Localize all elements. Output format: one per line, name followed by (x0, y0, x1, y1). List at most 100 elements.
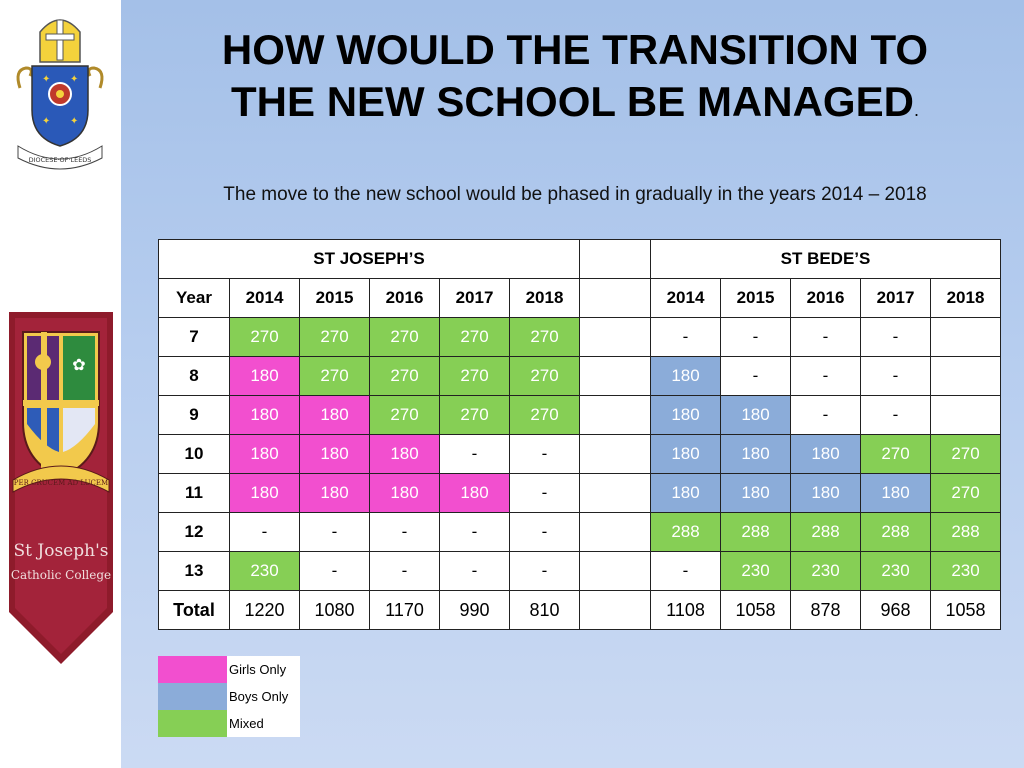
svg-text:✿: ✿ (72, 355, 85, 374)
slide-subtitle: The move to the new school would be phas… (223, 184, 927, 205)
legend-label: Boys Only (227, 683, 300, 710)
st-bedes-total-cell: 1058 (930, 590, 1001, 630)
school-header-st-josephs: ST JOSEPH’S (158, 239, 580, 279)
st-josephs-value-cell: 270 (439, 395, 510, 435)
legend-row: Boys Only (158, 683, 300, 710)
st-bedes-total-cell: 878 (790, 590, 861, 630)
st-josephs-value-cell: 270 (229, 317, 300, 357)
st-josephs-value-cell: 180 (299, 395, 370, 435)
st-bedes-value-cell: 180 (650, 473, 721, 513)
st-bedes-value-cell: 180 (720, 473, 791, 513)
svg-text:✦: ✦ (42, 116, 50, 127)
total-label-cell: Total (158, 590, 230, 630)
st-josephs-college-logo: ✿ PER CRUCEM AD LUCEM St Joseph's Cathol… (9, 312, 113, 664)
year-header-a: 2018 (509, 278, 580, 318)
table-body: 7 270 270 270 270 270- - - -8 180 270 270 270 270 180-… (158, 317, 1001, 630)
st-bedes-value-cell: 270 (860, 434, 931, 474)
table-row: 13 230- - - - -230 230 230 230 (158, 551, 1001, 591)
st-josephs-value-cell: - (509, 512, 580, 552)
st-bedes-value-cell: 180 (650, 395, 721, 435)
school-header-st-bedes: ST BEDE’S (650, 239, 1001, 279)
title-line-2-text: THE NEW SCHOOL BE MANAGED (231, 78, 914, 125)
st-josephs-total-cell: 1170 (369, 590, 440, 630)
st-josephs-value-cell: - (509, 434, 580, 474)
st-josephs-value-cell: - (299, 512, 370, 552)
st-josephs-value-cell: 270 (509, 395, 580, 435)
st-josephs-value-cell: 270 (369, 317, 440, 357)
st-josephs-total-cell: 990 (439, 590, 510, 630)
legend-swatch-mixed (158, 710, 228, 737)
st-josephs-value-cell: - (439, 512, 510, 552)
gap-cell (579, 473, 651, 513)
st-bedes-value-cell: 180 (650, 356, 721, 396)
gap-cell (579, 239, 651, 279)
st-bedes-value-cell: - (650, 317, 721, 357)
st-josephs-value-cell: 180 (229, 395, 300, 435)
st-bedes-value-cell: 288 (930, 512, 1001, 552)
year-header-row: Year 2014 2015 2016 2017 2018 2014 2015 … (158, 278, 1001, 318)
gap-cell (579, 395, 651, 435)
side-panel: ✦ ✦ ✦ ✦ DIOCESE·OF·LEEDS ✿ PER CRUCEM AD… (0, 0, 121, 768)
year-cell: 9 (158, 395, 230, 435)
st-josephs-value-cell: - (229, 512, 300, 552)
gap-cell (579, 356, 651, 396)
st-bedes-value-cell: 180 (720, 434, 791, 474)
year-cell: 11 (158, 473, 230, 513)
st-bedes-value-cell: 180 (860, 473, 931, 513)
st-bedes-value-cell: 180 (790, 473, 861, 513)
st-bedes-total-cell: 1108 (650, 590, 721, 630)
st-bedes-value-cell: - (790, 395, 861, 435)
legend-label: Girls Only (227, 656, 300, 683)
st-josephs-value-cell: 180 (229, 473, 300, 513)
st-bedes-value-cell: - (860, 356, 931, 396)
legend-label: Mixed (227, 710, 300, 737)
st-bedes-value-cell (930, 317, 1001, 357)
year-header-a: 2014 (229, 278, 300, 318)
st-josephs-value-cell: 270 (299, 356, 370, 396)
st-josephs-total-cell: 1080 (299, 590, 370, 630)
st-bedes-value-cell: 230 (860, 551, 931, 591)
title-line-1: HOW WOULD THE TRANSITION TO (221, 26, 929, 73)
st-bedes-value-cell: - (720, 356, 791, 396)
title-line-2: THE NEW SCHOOL BE MANAGED. (135, 76, 1015, 136)
st-josephs-value-cell: 180 (369, 434, 440, 474)
year-header-b: 2015 (720, 278, 791, 318)
st-bedes-value-cell: - (790, 356, 861, 396)
diocese-ribbon-text: DIOCESE·OF·LEEDS (29, 156, 92, 164)
st-josephs-value-cell: 270 (369, 395, 440, 435)
legend-swatch-girls (158, 656, 228, 683)
table-row: 10 180 180 180- -180 180 180 270 270 (158, 434, 1001, 474)
gap-cell (579, 512, 651, 552)
st-bedes-value-cell: 270 (930, 434, 1001, 474)
st-josephs-value-cell: 270 (299, 317, 370, 357)
st-josephs-value-cell: 270 (439, 317, 510, 357)
st-josephs-total-cell: 810 (509, 590, 580, 630)
st-josephs-value-cell: - (369, 551, 440, 591)
college-name-line1: St Joseph's (14, 541, 109, 561)
st-josephs-total-cell: 1220 (229, 590, 300, 630)
year-cell: 7 (158, 317, 230, 357)
gap-cell (579, 317, 651, 357)
st-bedes-value-cell (930, 395, 1001, 435)
legend-swatch-boys (158, 683, 228, 710)
st-josephs-value-cell: 180 (299, 434, 370, 474)
total-row: Total 1220 1080 1170 990 810 1108 1058 878 968 105… (158, 590, 1001, 630)
st-bedes-total-cell: 1058 (720, 590, 791, 630)
st-bedes-value-cell: 230 (930, 551, 1001, 591)
table-row: 8 180 270 270 270 270 180- - - (158, 356, 1001, 396)
year-cell: 8 (158, 356, 230, 396)
st-bedes-value-cell: 230 (790, 551, 861, 591)
st-bedes-value-cell: 288 (860, 512, 931, 552)
st-josephs-value-cell: - (509, 551, 580, 591)
st-bedes-total-cell: 968 (860, 590, 931, 630)
st-josephs-value-cell: 180 (229, 434, 300, 474)
st-josephs-value-cell: 180 (229, 356, 300, 396)
st-bedes-value-cell: - (860, 395, 931, 435)
year-cell: 13 (158, 551, 230, 591)
gap-cell (579, 551, 651, 591)
year-header-b: 2016 (790, 278, 861, 318)
table-row: 9 180 180 270 270 270 180 180- - (158, 395, 1001, 435)
st-bedes-value-cell: 180 (790, 434, 861, 474)
st-bedes-value-cell: - (650, 551, 721, 591)
year-header-b: 2017 (860, 278, 931, 318)
